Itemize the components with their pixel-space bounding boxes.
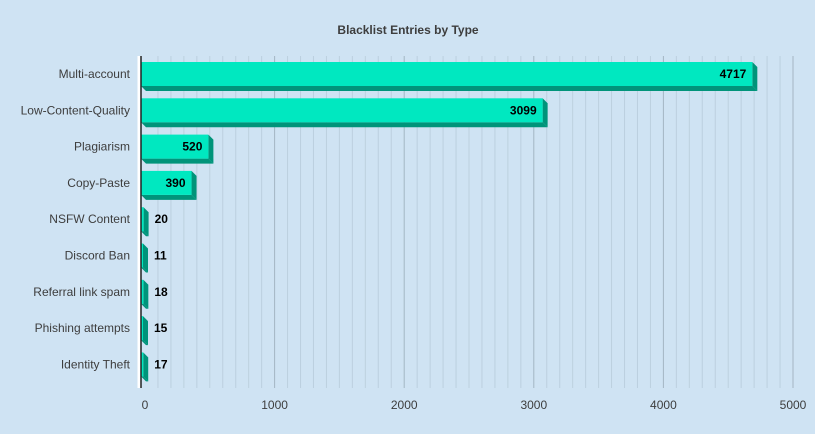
bar-face — [141, 207, 144, 232]
bar-depth-bottom — [141, 194, 197, 200]
data-label: 20 — [155, 212, 169, 226]
x-tick-label: 3000 — [520, 398, 547, 412]
bar-depth-bottom — [141, 340, 148, 346]
bar-face — [141, 316, 143, 341]
bar-depth-side — [143, 243, 148, 273]
x-tick-label: 1000 — [261, 398, 288, 412]
category-label: Copy-Paste — [67, 176, 130, 190]
category-label: Phishing attempts — [35, 321, 130, 335]
data-label: 4717 — [720, 67, 747, 81]
x-tick-label: 2000 — [391, 398, 418, 412]
bar-7 — [141, 316, 148, 346]
bars — [141, 62, 758, 382]
x-tick-label: 5000 — [780, 398, 807, 412]
bar-depth-side — [542, 98, 548, 128]
bar-face — [141, 62, 753, 86]
bar-0 — [141, 62, 758, 91]
bar-depth-side — [143, 279, 149, 309]
bar-face — [141, 352, 144, 377]
bar-depth-bottom — [141, 122, 548, 128]
bar-depth-side — [143, 316, 148, 346]
bar-depth-side — [143, 207, 149, 237]
bar-face — [141, 170, 192, 195]
category-label: Referral link spam — [33, 285, 130, 299]
bar-depth-bottom — [141, 158, 214, 164]
data-label: 15 — [154, 321, 168, 335]
data-labels: 4717 3099 520 390 20 11 18 15 17 — [154, 67, 747, 371]
bar-5 — [141, 243, 148, 273]
bar-2 — [141, 134, 214, 164]
x-axis-ticks: 0 1000 2000 3000 4000 5000 — [142, 398, 807, 412]
bar-depth-bottom — [141, 303, 149, 309]
bar-face — [141, 134, 209, 159]
bar-depth-bottom — [141, 86, 758, 91]
bar-depth-bottom — [141, 376, 149, 382]
bar-depth-side — [752, 62, 758, 91]
y-axis — [137, 56, 142, 388]
bar-1 — [141, 98, 548, 128]
bar-depth-bottom — [141, 231, 149, 237]
data-label: 18 — [154, 285, 168, 299]
category-label: Low-Content-Quality — [21, 103, 130, 117]
bar-4 — [141, 207, 149, 237]
bar-8 — [141, 352, 149, 382]
bar-face — [141, 243, 143, 268]
x-tick-label: 0 — [142, 398, 149, 412]
category-label: Plagiarism — [74, 140, 130, 154]
category-label: Identity Theft — [61, 357, 131, 371]
data-label: 11 — [154, 249, 167, 263]
category-label: NSFW Content — [49, 212, 130, 226]
bar-depth-side — [208, 134, 214, 164]
category-label: Multi-account — [59, 67, 131, 81]
x-tick-label: 4000 — [650, 398, 677, 412]
bar-6 — [141, 279, 149, 309]
category-labels: Multi-account Low-Content-Quality Plagiari… — [21, 67, 131, 371]
bar-depth-side — [143, 352, 149, 382]
data-label: 17 — [154, 357, 168, 371]
bar-face — [141, 279, 144, 304]
bar-depth-side — [191, 170, 197, 200]
category-label: Discord Ban — [65, 249, 130, 263]
data-label: 390 — [166, 176, 186, 190]
bar-face — [141, 98, 543, 123]
data-label: 3099 — [510, 103, 537, 117]
bar-3 — [141, 170, 197, 200]
data-label: 520 — [182, 140, 202, 154]
chart-title: Blacklist Entries by Type — [337, 23, 478, 37]
bar-depth-bottom — [141, 267, 148, 273]
